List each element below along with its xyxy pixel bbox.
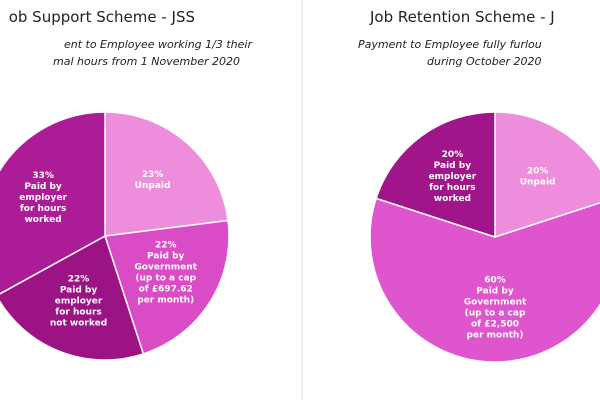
chart-title: Job Retention Scheme - J	[369, 8, 555, 26]
pie-slice	[0, 234, 145, 361]
pie-slice	[494, 111, 600, 239]
value-label: 22%	[68, 274, 90, 284]
slice-label: Paid by employer for hours worked	[429, 161, 477, 204]
slice-label: Paid by employer for hours worked	[19, 182, 67, 225]
chart-subtitle: ent to Employee working 1/3 their	[64, 38, 253, 51]
value-label: 60%	[484, 276, 506, 286]
chart-subtitle: mal hours from 1 November 2020	[53, 55, 240, 68]
pie-slice	[375, 111, 496, 239]
value-label: 22%	[155, 241, 177, 251]
chart-title: ob Support Scheme - JSS	[9, 8, 195, 26]
value-label: 20%	[442, 150, 464, 160]
slice-label: Unpaid	[135, 181, 171, 191]
slice-label: Paid by Government (up to a cap of £2,500 pe…	[464, 287, 527, 341]
value-label: 33%	[32, 171, 54, 181]
chart-subtitle: Payment to Employee fully furlou	[358, 38, 542, 51]
value-label: 20%	[527, 166, 549, 176]
slice-label: Paid by employer for hours not worked	[50, 285, 107, 328]
value-label: 23%	[142, 170, 164, 180]
chart-subtitle: during October 2020	[427, 55, 542, 68]
pie-slice	[104, 111, 229, 237]
slice-label: Paid by Government (up to a cap of £697.62 p…	[134, 252, 197, 306]
slice-label: Unpaid	[520, 177, 556, 187]
pie-slice	[104, 219, 230, 355]
pie-slice	[0, 111, 106, 295]
pie-slice	[369, 197, 600, 363]
